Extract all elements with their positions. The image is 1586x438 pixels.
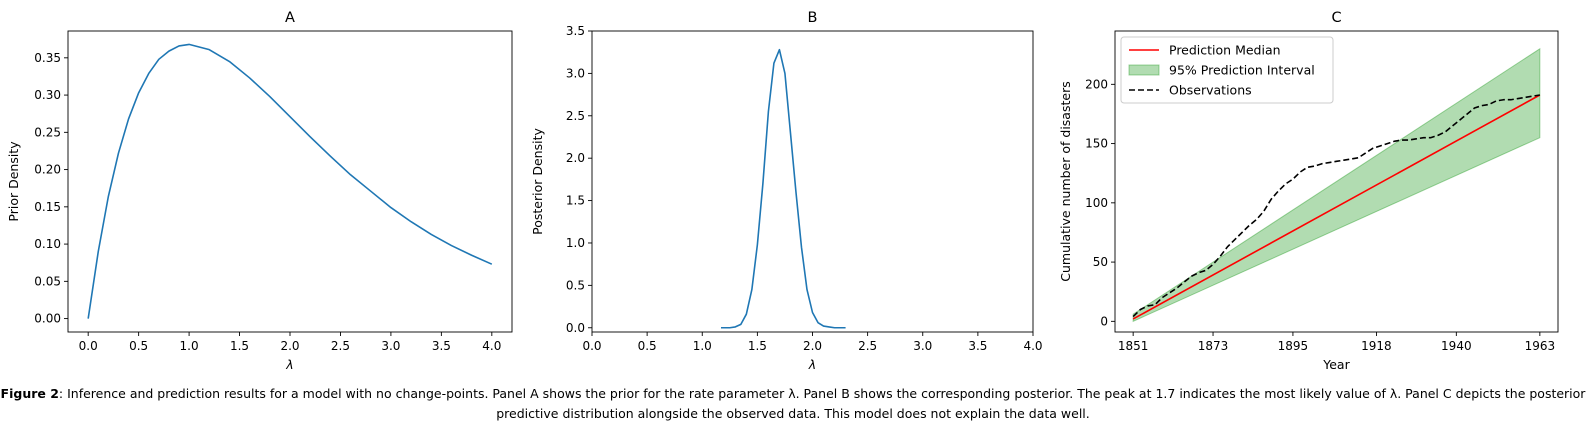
panel-a-xtick-label: 3.5	[432, 339, 451, 353]
panel-b-xtick-label: 3.0	[913, 339, 932, 353]
panel-a-ytick-label: 0.30	[34, 88, 61, 102]
caption-text: : Inference and prediction results for a…	[58, 386, 1586, 421]
panel-c-xtick-label: 1963	[1525, 339, 1556, 353]
panel-b-ytick-label: 3.0	[566, 66, 585, 80]
panel-a-xtick-label: 3.0	[381, 339, 400, 353]
panel-c-title: C	[1331, 10, 1341, 26]
panel-b-xtick-label: 2.0	[803, 339, 822, 353]
panel-a-xtick-label: 1.0	[180, 339, 199, 353]
panel-c-legend-box	[1120, 36, 1334, 104]
caption-label: Figure 2	[0, 386, 59, 401]
panel-c-xtick-label: 1940	[1441, 339, 1472, 353]
panel-c-xtick-label: 1851	[1118, 339, 1149, 353]
figure-caption: Figure 2: Inference and prediction resul…	[0, 384, 1586, 424]
panel-c-legend-label-observations: Observations	[1169, 83, 1252, 98]
panel-c: 1851 1873 1895 1918 1940 1963 0 50 100 150 200 C Yea…	[1058, 10, 1559, 372]
panel-b-axes-frame	[591, 30, 1034, 333]
panel-a-xtick-label: 2.5	[331, 339, 350, 353]
panel-b-xtick-label: 1.0	[693, 339, 712, 353]
panel-c-axes-frame	[1114, 30, 1559, 333]
panel-b-ytick-label: 2.5	[566, 109, 585, 123]
panel-a-ytick-label: 0.25	[34, 125, 61, 139]
panel-c-ytick-label: 150	[1085, 137, 1108, 151]
panel-a-xtick-label: 0.0	[79, 339, 98, 353]
panel-a-xtick-label: 4.0	[482, 339, 501, 353]
panel-a-xtick-label: 1.5	[230, 339, 249, 353]
panel-b-xtick-label: 2.5	[858, 339, 877, 353]
panel-c-legend-label-prediction-median: Prediction Median	[1169, 43, 1281, 58]
panel-c-xtick-label: 1918	[1361, 339, 1392, 353]
panel-b-ytick-label: 0.5	[566, 278, 585, 292]
panel-b-ytick-label: 1.0	[566, 236, 585, 250]
panel-b-xlabel: λ	[808, 357, 816, 372]
panel-b-ytick-label: 3.5	[566, 24, 585, 38]
panel-b-ytick-label: 2.0	[566, 151, 585, 165]
panel-c-xtick-label: 1895	[1278, 339, 1309, 353]
panel-a-series-0-line	[87, 43, 493, 319]
panel-b-xtick-label: 3.5	[968, 339, 987, 353]
panel-c-ytick-label: 200	[1085, 77, 1108, 91]
panel-c-ytick-label: 50	[1093, 255, 1108, 269]
panel-c-prediction-median-line	[1132, 94, 1541, 320]
panel-c-ylabel: Cumulative number of disasters	[1058, 81, 1073, 281]
panel-b-ytick-label: 0.0	[566, 321, 585, 335]
panel-a-ylabel: Prior Density	[6, 141, 21, 222]
panel-a-ytick-label: 0.35	[34, 51, 61, 65]
panel-a-title: A	[285, 10, 295, 26]
panel-b: 0.0 0.5 1.0 1.5 2.0 2.5 3.0 3.5 4.0 0.0 0.5 1.0 1.5 2…	[530, 10, 1043, 372]
panel-a-axes-frame	[67, 30, 513, 333]
panel-a-xtick-label: 2.0	[280, 339, 299, 353]
panel-c-xlabel: Year	[1322, 357, 1350, 372]
panel-a-ytick-label: 0.15	[34, 200, 61, 214]
panel-c-legend-swatch-95-prediction-interval	[1128, 64, 1160, 76]
panel-a-xtick-label: 0.5	[129, 339, 148, 353]
panel-a-ytick-label: 0.20	[34, 163, 61, 177]
panel-a-ytick-label: 0.10	[34, 237, 61, 251]
panel-b-xtick-label: 0.5	[638, 339, 657, 353]
panel-c-legend-label-95-prediction-interval: 95% Prediction Interval	[1169, 63, 1315, 78]
panel-a: 0.0 0.5 1.0 1.5 2.0 2.5 3.0 3.5 4.0 0.00 0.05 0.10 0…	[6, 10, 513, 372]
panel-b-xtick-label: 0.0	[582, 339, 601, 353]
panel-a-xlabel: λ	[285, 357, 293, 372]
panel-a-ytick-label: 0.00	[34, 312, 61, 326]
panel-c-xtick-label: 1873	[1198, 339, 1229, 353]
panel-b-ylabel: Posterior Density	[530, 128, 545, 235]
panel-a-ytick-label: 0.05	[34, 274, 61, 288]
panel-b-xtick-label: 4.0	[1023, 339, 1042, 353]
panel-c-ytick-label: 100	[1085, 196, 1108, 210]
panel-c-prediction-interval-band	[1132, 47, 1541, 323]
panel-b-xtick-label: 1.5	[748, 339, 767, 353]
panel-c-ytick-label: 0	[1100, 314, 1108, 328]
panel-b-series-0-line	[720, 48, 846, 329]
panel-c-observations-line	[1132, 94, 1540, 318]
panel-b-title: B	[808, 10, 818, 26]
panel-b-ytick-label: 1.5	[566, 194, 585, 208]
